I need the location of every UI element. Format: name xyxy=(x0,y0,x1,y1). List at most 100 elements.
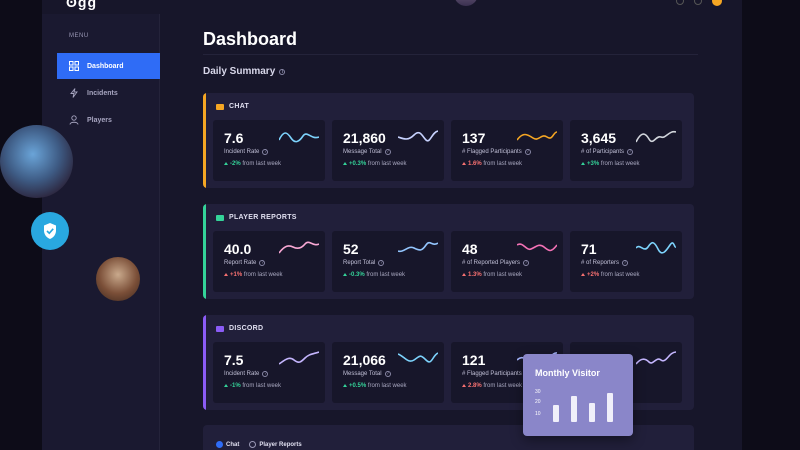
info-icon[interactable]: ? xyxy=(523,260,530,266)
info-icon[interactable]: i xyxy=(279,68,286,75)
panel-title: DISCORD xyxy=(229,325,264,332)
stat-card[interactable]: 137 # Flagged Participants? 1.6% from la… xyxy=(451,120,563,181)
trend-down-icon xyxy=(581,272,585,276)
panel-chat: CHAT 7.6 Incident Rate? -2% from last we… xyxy=(203,93,694,188)
notification-icon[interactable] xyxy=(712,0,722,6)
stat-label: # of Participants? xyxy=(581,149,634,155)
sidebar-item-label: Dashboard xyxy=(87,62,124,70)
stat-label: Incident Rate? xyxy=(224,149,269,155)
shield-button[interactable] xyxy=(31,212,69,250)
stat-value: 52 xyxy=(343,241,359,257)
stat-value: 121 xyxy=(462,352,486,368)
stat-label: # Flagged Participants? xyxy=(462,149,531,155)
stat-card[interactable]: 7.5 Incident Rate? -1% from last week xyxy=(213,342,325,403)
info-icon[interactable]: ? xyxy=(378,260,385,266)
trend-up-icon xyxy=(343,383,347,387)
trend-up-icon xyxy=(343,272,347,276)
stat-trend: 2.8% from last week xyxy=(462,383,522,389)
settings-icon[interactable] xyxy=(694,0,702,5)
sparkline-chart xyxy=(279,351,319,365)
monthly-visitor-card: Monthly Visitor 30 20 10 xyxy=(523,354,633,436)
panel-title: CHAT xyxy=(229,103,250,110)
sidebar-item-players[interactable]: Players xyxy=(57,107,160,133)
stat-trend: -0.3% from last week xyxy=(343,272,405,278)
visitor-bar xyxy=(589,403,595,422)
info-icon[interactable]: ? xyxy=(627,149,634,155)
info-icon[interactable]: ? xyxy=(259,260,266,266)
sparkline-chart xyxy=(636,241,676,254)
title-divider xyxy=(203,54,698,55)
trend-down-icon xyxy=(224,272,228,276)
trend-up-icon xyxy=(224,383,228,387)
info-icon[interactable]: ? xyxy=(262,149,269,155)
stat-card[interactable]: 71 # of Reporters? +2% from last week xyxy=(570,231,682,292)
stat-label: Message Total? xyxy=(343,371,391,377)
stat-value: 71 xyxy=(581,241,597,257)
info-icon[interactable]: ? xyxy=(524,149,531,155)
sparkline-chart xyxy=(517,131,557,141)
floating-avatar-gamer xyxy=(0,125,73,198)
bolt-icon xyxy=(70,88,78,98)
top-bar: ʘgg xyxy=(42,0,742,14)
axis-label: 30 xyxy=(535,389,541,395)
stat-card[interactable]: 21,860 Message Total? +0.3% from last we… xyxy=(332,120,444,181)
app-window: ʘgg MENU Dashboard Incidents xyxy=(42,0,742,450)
sidebar-item-label: Incidents xyxy=(87,89,118,97)
stat-cards: 7.6 Incident Rate? -2% from last week 21… xyxy=(213,120,682,181)
panel-header: CHAT xyxy=(216,103,249,110)
search-icon[interactable] xyxy=(676,0,684,5)
trend-down-icon xyxy=(462,161,466,165)
shield-check-icon xyxy=(44,223,56,239)
sparkline-chart xyxy=(279,241,319,254)
checked-radio-icon xyxy=(216,441,223,448)
filter-player-reports[interactable]: Player Reports xyxy=(249,441,302,448)
stat-label: # of Reported Players? xyxy=(462,260,530,266)
info-icon[interactable]: ? xyxy=(384,149,391,155)
sidebar-item-label: Players xyxy=(87,116,112,124)
sidebar-item-incidents[interactable]: Incidents xyxy=(57,80,160,106)
sidebar-item-dashboard[interactable]: Dashboard xyxy=(57,53,160,79)
stat-value: 137 xyxy=(462,130,486,146)
trend-up-icon xyxy=(224,161,228,165)
visitor-card-title: Monthly Visitor xyxy=(535,368,600,378)
sparkline-chart xyxy=(398,130,438,142)
panel-player-reports: PLAYER REPORTS 40.0 Report Rate? +1% fro… xyxy=(203,204,694,299)
info-icon[interactable]: ? xyxy=(384,371,391,377)
stat-value: 21,066 xyxy=(343,352,386,368)
stat-card[interactable]: 48 # of Reported Players? 1.3% from last… xyxy=(451,231,563,292)
user-icon xyxy=(69,115,79,125)
grid-icon xyxy=(69,61,79,71)
stat-label: Report Rate? xyxy=(224,260,266,266)
stat-label: Incident Rate? xyxy=(224,371,269,377)
app-logo[interactable]: ʘgg xyxy=(66,0,97,10)
chat-icon xyxy=(216,103,224,110)
info-icon[interactable]: ? xyxy=(622,260,629,266)
stat-card[interactable]: 21,066 Message Total? +0.5% from last we… xyxy=(332,342,444,403)
page-title: Dashboard xyxy=(203,29,298,49)
section-title-text: Daily Summary xyxy=(203,66,276,77)
stat-trend: 1.6% from last week xyxy=(462,161,522,167)
stat-card[interactable]: 3,645 # of Participants? +3% from last w… xyxy=(570,120,682,181)
stat-label: Report Total? xyxy=(343,260,385,266)
stat-card[interactable]: 52 Report Total? -0.3% from last week xyxy=(332,231,444,292)
sparkline-chart xyxy=(636,130,676,143)
stat-trend: 1.3% from last week xyxy=(462,272,522,278)
stat-trend: -1% from last week xyxy=(224,383,281,389)
trend-down-icon xyxy=(462,272,466,276)
main-content: Dashboard Daily Summary i CHAT 7.6 Incid… xyxy=(160,14,742,450)
menu-label: MENU xyxy=(69,33,89,39)
stat-card[interactable]: 40.0 Report Rate? +1% from last week xyxy=(213,231,325,292)
visitor-bar xyxy=(607,393,613,422)
filter-chat[interactable]: Chat xyxy=(216,441,239,448)
stat-trend: +1% from last week xyxy=(224,272,283,278)
report-icon xyxy=(216,214,224,221)
top-icons xyxy=(676,0,722,6)
sparkline-chart xyxy=(398,352,438,363)
stat-value: 40.0 xyxy=(224,241,252,257)
stat-label: # of Reporters? xyxy=(581,260,629,266)
info-icon[interactable]: ? xyxy=(262,371,269,377)
stat-value: 7.5 xyxy=(224,352,244,368)
stat-card[interactable]: 7.6 Incident Rate? -2% from last week xyxy=(213,120,325,181)
top-user-avatar[interactable] xyxy=(454,0,478,6)
stat-value: 21,860 xyxy=(343,130,386,146)
